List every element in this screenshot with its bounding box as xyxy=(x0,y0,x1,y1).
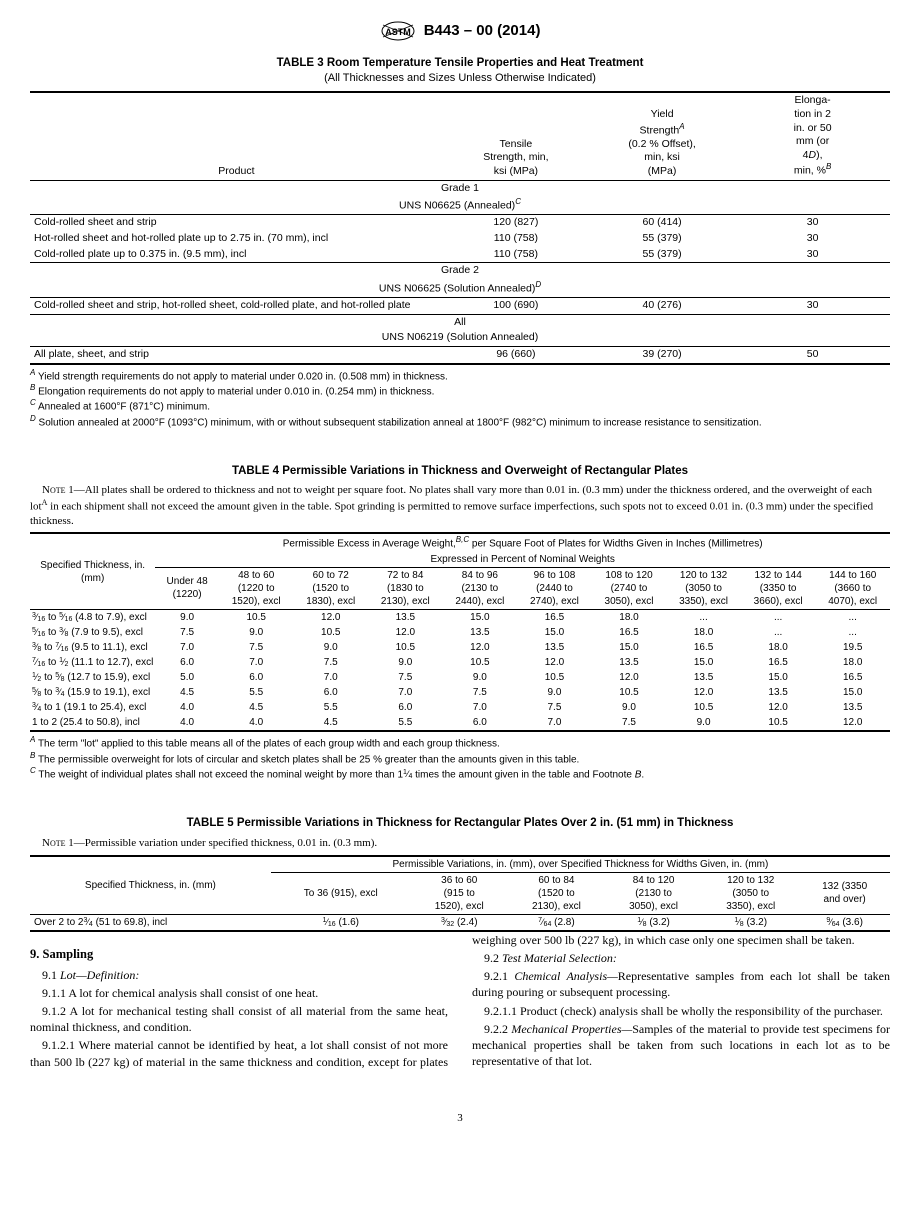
p922: 9.2.2 Mechanical Properties—Samples of t… xyxy=(472,1021,890,1070)
t3-h-yield: Yield StrengthA (0.2 % Offset), min, ksi… xyxy=(589,92,735,180)
table3-subtitle: (All Thicknesses and Sizes Unless Otherw… xyxy=(30,71,890,85)
table4-note1: Note 1—All plates shall be ordered to th… xyxy=(30,484,890,528)
table4-notes: A The term "lot" applied to this table m… xyxy=(30,735,890,781)
table-row: 5⁄16 to 3⁄8 (7.9 to 9.5), excl7.59.010.5… xyxy=(30,625,890,640)
p921: 9.2.1 Chemical Analysis—Representative s… xyxy=(472,968,890,1000)
table4-title: TABLE 4 Permissible Variations in Thickn… xyxy=(30,464,890,479)
table-row: 7⁄16 to 1⁄2 (11.1 to 12.7), excl6.07.07.… xyxy=(30,655,890,670)
table3-title: TABLE 3 Room Temperature Tensile Propert… xyxy=(30,56,890,71)
table-row: 1⁄2 to 5⁄8 (12.7 to 15.9), excl5.06.07.0… xyxy=(30,670,890,685)
table-row: 3⁄8 to 7⁄16 (9.5 to 11.1), excl7.07.59.0… xyxy=(30,640,890,655)
svg-text:ASTM: ASTM xyxy=(385,27,411,37)
table3-notes: A Yield strength requirements do not app… xyxy=(30,368,890,429)
t3-r5-p: All plate, sheet, and strip xyxy=(30,346,443,363)
t3-sec-g2b: UNS N06625 (Solution Annealed)D xyxy=(30,279,890,298)
table4: Specified Thickness, in. (mm) Permissibl… xyxy=(30,532,890,732)
t5-h-spec: Specified Thickness, in. (mm) xyxy=(30,856,271,915)
t3-sec-alla: All xyxy=(30,314,890,330)
table-row: 5⁄8 to 3⁄4 (15.9 to 19.1), excl4.55.56.0… xyxy=(30,685,890,700)
t3-sec-g1b: UNS N06625 (Annealed)C xyxy=(30,196,890,215)
t3-h-tensile: Tensile Strength, min, ksi (MPa) xyxy=(443,92,589,180)
t3-r2-p: Hot-rolled sheet and hot-rolled plate up… xyxy=(30,231,443,247)
doc-id: B443 – 00 (2014) xyxy=(424,22,541,39)
doc-header: ASTM B443 – 00 (2014) xyxy=(30,20,890,42)
p911: 9.1 Lot—Definition: xyxy=(30,967,448,983)
table5-note1: Note 1—Permissible variation under speci… xyxy=(30,837,890,851)
t3-r4-p: Cold-rolled sheet and strip, hot-rolled … xyxy=(30,298,443,315)
p9211: 9.2.1.1 Product (check) analysis shall b… xyxy=(472,1003,890,1019)
astm-logo: ASTM xyxy=(380,20,416,42)
t3-r1-p: Cold-rolled sheet and strip xyxy=(30,215,443,231)
t3-sec-allb: UNS N06219 (Solution Annealed) xyxy=(30,330,890,346)
t3-h-product: Product xyxy=(30,92,443,180)
table-row: 3⁄4 to 1 (19.1 to 25.4), excl4.04.55.56.… xyxy=(30,700,890,715)
table5-title: TABLE 5 Permissible Variations in Thickn… xyxy=(30,816,890,831)
t3-sec-g1a: Grade 1 xyxy=(30,180,890,196)
t5-row-h: Over 2 to 23⁄4 (51 to 69.8), incl xyxy=(30,914,271,931)
p9112: 9.1.2 A lot for mechanical testing shall… xyxy=(30,1003,448,1035)
p9111: 9.1.1 A lot for chemical analysis shall … xyxy=(30,985,448,1001)
page-number: 3 xyxy=(30,1111,890,1125)
t4-span: Permissible Excess in Average Weight,B,C… xyxy=(155,533,890,551)
t4-h-spec: Specified Thickness, in. (mm) xyxy=(30,533,155,609)
t3-sec-g2a: Grade 2 xyxy=(30,263,890,279)
t3-r3-p: Cold-rolled plate up to 0.375 in. (9.5 m… xyxy=(30,247,443,263)
table5: Specified Thickness, in. (mm) Permissibl… xyxy=(30,855,890,932)
t3-h-elong: Elonga- tion in 2 in. or 50 mm (or 4D), … xyxy=(735,92,890,180)
p92: 9.2 Test Material Selection: xyxy=(472,950,890,966)
body-columns: 9. Sampling 9.1 Lot—Definition: 9.1.1 A … xyxy=(30,932,890,1071)
table-row: 3⁄16 to 5⁄16 (4.8 to 7.9), excl9.010.512… xyxy=(30,609,890,625)
table3: Product Tensile Strength, min, ksi (MPa)… xyxy=(30,91,890,364)
sec9-heading: 9. Sampling xyxy=(30,946,448,963)
table-row: 1 to 2 (25.4 to 50.8), incl4.04.04.55.56… xyxy=(30,715,890,731)
